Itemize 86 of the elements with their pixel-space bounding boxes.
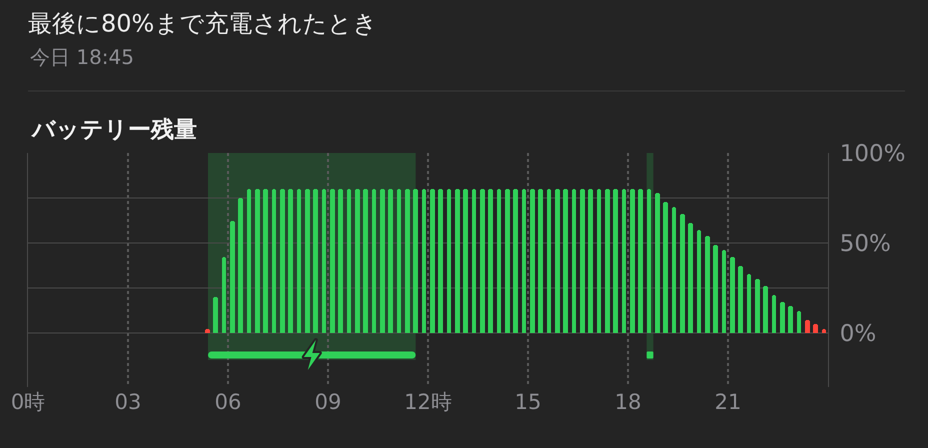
bar	[805, 320, 810, 333]
bar	[497, 189, 501, 333]
bar	[388, 189, 393, 333]
x-tick-label: 09	[314, 390, 342, 414]
bar	[697, 230, 701, 333]
bar	[538, 189, 543, 333]
bar	[572, 189, 576, 333]
bar	[455, 189, 460, 333]
bar	[713, 245, 718, 333]
bar	[513, 189, 518, 333]
bar	[763, 286, 768, 333]
x-tick-label: 18	[614, 390, 642, 414]
bar	[563, 189, 568, 333]
bar	[380, 189, 385, 333]
bar	[355, 189, 360, 333]
bar	[288, 189, 293, 333]
bar	[630, 189, 635, 333]
y-tick-label: 0%	[840, 321, 876, 348]
bar	[680, 214, 685, 333]
bar	[447, 189, 451, 333]
bar	[663, 202, 668, 333]
bar	[372, 189, 376, 333]
bar	[330, 189, 335, 333]
bar	[522, 189, 526, 333]
bar	[488, 189, 493, 333]
bar	[247, 189, 251, 333]
bar	[263, 189, 268, 333]
chart-subtitle: 今日 18:45	[30, 45, 134, 69]
bar	[555, 189, 560, 333]
bar	[722, 250, 726, 333]
bar	[363, 189, 368, 333]
bar	[588, 189, 593, 333]
bar	[297, 189, 301, 333]
bar	[672, 207, 676, 333]
bar	[755, 279, 760, 333]
bar	[797, 311, 801, 333]
bar	[322, 189, 326, 333]
bar	[338, 189, 343, 333]
bar	[472, 189, 476, 333]
bar	[397, 189, 401, 333]
bar	[213, 297, 218, 333]
bar	[305, 189, 310, 333]
bar	[222, 257, 226, 333]
bar	[505, 189, 510, 333]
bar	[480, 189, 485, 333]
bar	[413, 189, 418, 333]
x-tick-label: 03	[114, 390, 142, 414]
bar	[463, 189, 468, 333]
bar	[738, 266, 743, 333]
bar	[597, 189, 601, 333]
bar	[230, 221, 235, 333]
bar	[780, 302, 785, 333]
bar	[405, 189, 410, 333]
bar	[605, 189, 610, 333]
y-tick-label: 100%	[840, 141, 906, 168]
x-tick-label: 0時	[10, 390, 46, 414]
y-tick-label: 50%	[840, 231, 891, 258]
bar	[272, 189, 276, 333]
bar	[347, 189, 351, 333]
x-tick-label: 12時	[404, 390, 452, 414]
bar	[238, 198, 243, 333]
bar	[547, 189, 551, 333]
chart-title: 最後に80%まで充電されたとき	[28, 9, 378, 38]
bar	[638, 189, 643, 333]
bar	[730, 257, 735, 333]
bar	[813, 324, 818, 333]
bar	[613, 189, 618, 333]
x-tick-label: 15	[514, 390, 542, 414]
bar	[438, 189, 443, 333]
bar	[313, 189, 318, 333]
bar	[580, 189, 585, 333]
bar	[705, 236, 710, 333]
bar	[688, 223, 693, 333]
bar	[622, 189, 626, 333]
bar	[655, 193, 660, 333]
x-tick-label: 06	[214, 390, 242, 414]
x-tick-label: 21	[714, 390, 742, 414]
bar	[430, 189, 435, 333]
bar	[747, 274, 751, 333]
bar	[772, 295, 776, 333]
bar	[788, 306, 793, 333]
bar	[422, 189, 426, 333]
y-axis-title: バッテリー残量	[30, 117, 197, 143]
bar	[255, 189, 260, 333]
bar	[530, 189, 535, 333]
bar	[280, 189, 285, 333]
